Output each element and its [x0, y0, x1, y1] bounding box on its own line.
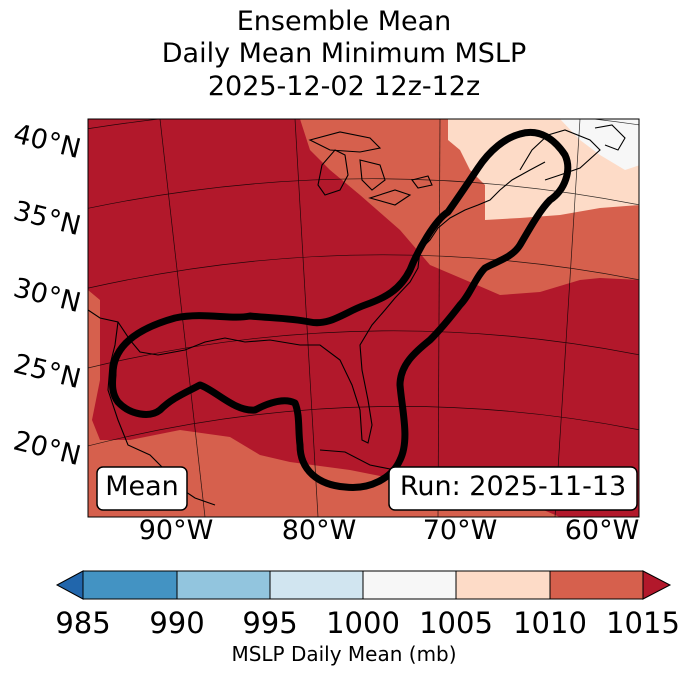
colorbar-bin-1005-1010	[455, 570, 551, 600]
coast-newfoundland	[594, 124, 626, 151]
colorbar-bin-990-995	[176, 570, 271, 600]
coast-us	[88, 161, 546, 444]
colorbar-bin-995-1000	[269, 570, 364, 600]
title-line-1: Ensemble Mean	[236, 6, 452, 37]
lon-label-80w: 80°W	[281, 515, 357, 546]
meridian-60w	[554, 119, 581, 517]
colorbar-tick-1005: 1005	[419, 606, 493, 640]
colorbar-bin-985-990	[82, 570, 178, 600]
parallel-20n	[88, 406, 639, 447]
colorbar-bin-1010-1015	[549, 570, 644, 600]
colorbar-tick-985: 985	[55, 606, 111, 640]
lake-erie	[368, 189, 412, 206]
parallel-30n	[88, 254, 639, 289]
contour-1015	[109, 129, 572, 491]
run-box-label: Run: 2025-11-13	[399, 471, 627, 502]
title-line-3: 2025-12-02 12z-12z	[207, 71, 481, 102]
colorbar-tick-1000: 1000	[326, 606, 400, 640]
meridian-70w	[437, 119, 441, 517]
mean-box-label: Mean	[105, 471, 179, 502]
colorbar-tick-990: 990	[149, 606, 205, 640]
colorbar-tick-1010: 1010	[513, 606, 587, 640]
lake-huron	[359, 159, 386, 191]
lake-michigan	[317, 149, 349, 196]
colorbar-label: MSLP Daily Mean (mb)	[231, 642, 457, 666]
colorbar-extend-low	[55, 570, 84, 600]
colorbar-bin-1000-1005	[362, 570, 457, 600]
title-line-2: Daily Mean Minimum MSLP	[161, 38, 527, 69]
colorbar-tick-995: 995	[242, 606, 298, 640]
lon-label-90w: 90°W	[138, 515, 214, 546]
parallel-25n	[88, 330, 639, 369]
run-box	[388, 466, 638, 511]
colorbar-extend-high	[642, 570, 672, 600]
lon-label-60w: 60°W	[564, 515, 640, 546]
map-field	[88, 119, 639, 517]
lake-superior	[308, 131, 382, 153]
map-frame	[87, 118, 640, 518]
colorbar-tick-1015: 1015	[606, 606, 680, 640]
field-1010-1015-southwest	[88, 290, 560, 517]
lake-ontario	[411, 175, 433, 189]
mean-box	[96, 466, 188, 511]
lon-label-70w: 70°W	[422, 515, 498, 546]
colorbar	[55, 570, 672, 600]
